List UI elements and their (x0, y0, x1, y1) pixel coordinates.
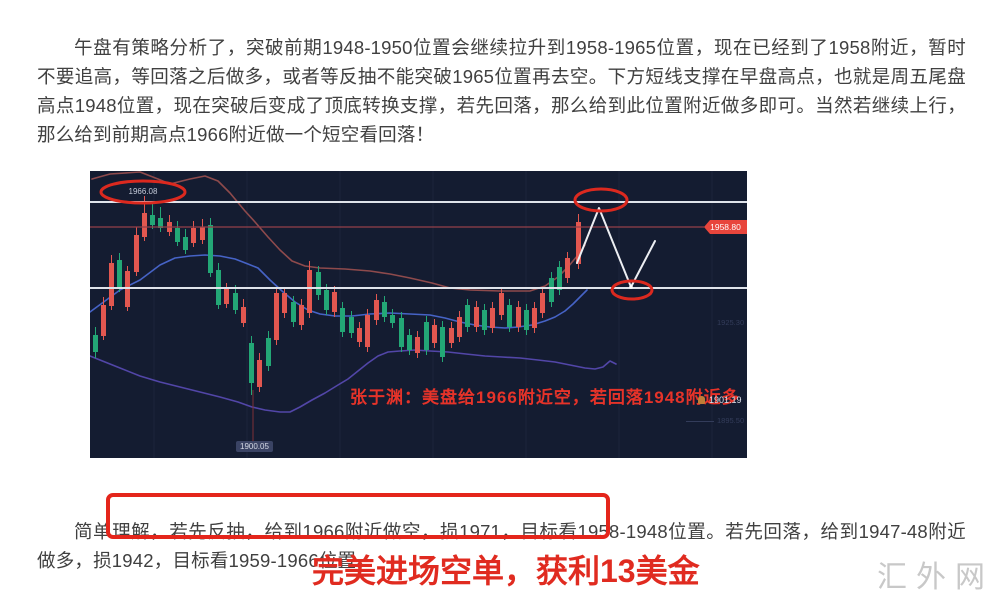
candle-body (142, 213, 147, 237)
red-circle-annotation (99, 179, 187, 205)
circled-high-price-label: 1966.08 (128, 187, 158, 196)
candle-body (490, 308, 495, 328)
candle-body (349, 317, 354, 333)
candle-body (415, 337, 420, 353)
trader-annotation-text: 张于渊：美盘给1966附近空，若回落1948附近多 (350, 388, 740, 407)
candle-body (524, 310, 529, 330)
candle-body (540, 293, 545, 313)
candle-body (257, 360, 262, 387)
ma-lower-line (90, 349, 617, 413)
candle-body (266, 338, 271, 366)
projection-dot (629, 285, 633, 289)
candle-body (191, 228, 196, 243)
alert-bell-icon (698, 396, 705, 404)
candle-body (93, 335, 98, 352)
candlestick-chart (90, 171, 747, 458)
candle-body (117, 260, 122, 288)
candle-body (208, 225, 213, 273)
candle-body (316, 272, 321, 295)
candle-body (532, 308, 537, 328)
candle-body (224, 288, 229, 304)
candle-body (457, 317, 462, 337)
candle-body (374, 300, 379, 320)
candle-body (291, 302, 296, 322)
candle-body (340, 308, 345, 332)
candle-body (507, 305, 512, 327)
candle-body (557, 267, 562, 290)
site-watermark: 汇外网 (877, 561, 994, 593)
candle-body (282, 293, 287, 313)
candlestick-chart-image: 1966.08 张于渊：美盘给1966附近空，若回落1948附近多 1958.8… (90, 171, 747, 458)
candle-body (432, 325, 437, 343)
candle-body (134, 235, 139, 272)
session-low-marker-label: 1900.05 (236, 441, 273, 452)
candle-body (382, 302, 387, 317)
profit-highlight-text: 完美进场空单，获利13美金 (312, 553, 700, 589)
axis-level-dash (686, 421, 714, 422)
candle-body (549, 278, 554, 302)
projection-zigzag (576, 207, 656, 288)
analysis-paragraph-top: 午盘有策略分析了，突破前期1948-1950位置会继续拉升到1958-1965位… (37, 36, 967, 145)
candle-body (233, 293, 238, 310)
candle-body (332, 292, 337, 312)
candle-body (299, 305, 304, 325)
candle-body (357, 328, 362, 342)
candle-body (399, 318, 404, 347)
current-price-tag: 1958.80 (704, 220, 747, 234)
candle-body (440, 327, 445, 357)
candle-body (307, 270, 312, 313)
candle-body (474, 307, 479, 327)
candle-body (424, 322, 429, 350)
axis-price-label-upper: 1925.30 (717, 318, 745, 327)
axis-price-label-lower: 1895.50 (717, 416, 745, 425)
candle-body (516, 307, 521, 327)
red-circle-annotation (573, 187, 629, 213)
candle-body (109, 263, 114, 306)
candle-body (241, 307, 246, 323)
candle-body (482, 310, 487, 330)
candle-body (449, 328, 454, 343)
candle-body (499, 293, 504, 315)
candle-body (200, 227, 205, 240)
candle-body (158, 218, 163, 228)
price-alert-row: 1901.19 (698, 395, 742, 405)
ma-upper-line (91, 171, 586, 292)
candle-body (274, 293, 279, 340)
candle-body (576, 222, 581, 264)
candle-body (465, 305, 470, 327)
candle-body (101, 305, 106, 336)
candle-body (324, 290, 329, 310)
candle-body (183, 237, 188, 250)
candle-body (565, 258, 570, 278)
candle-body (390, 315, 395, 323)
candle-body (407, 335, 412, 350)
candle-body (249, 343, 254, 383)
candle-body (365, 315, 370, 347)
candle-body (175, 228, 180, 242)
red-circle-annotation (610, 279, 654, 301)
alert-price-label: 1901.19 (709, 395, 742, 405)
candle-body (150, 215, 155, 225)
